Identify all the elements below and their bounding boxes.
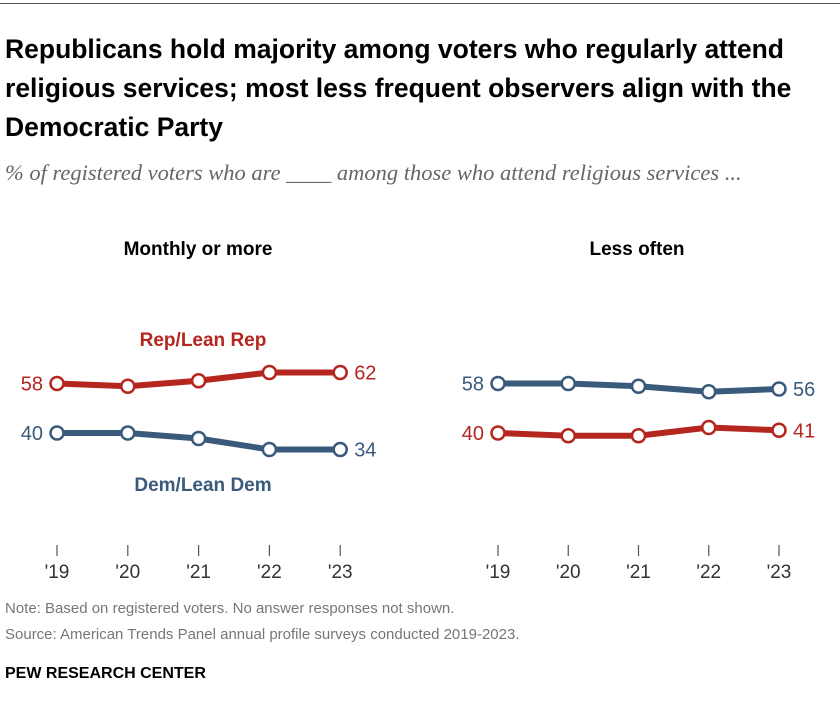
x-tick-label: '19 [486, 562, 511, 583]
data-point [771, 381, 787, 397]
source: Source: American Trends Panel annual pro… [5, 626, 520, 643]
x-tick-label: '22 [696, 562, 721, 583]
x-tick-label: '19 [45, 562, 70, 583]
data-label: 34 [354, 440, 376, 462]
panel-title: Monthly or more [124, 239, 273, 260]
x-tick-label: '21 [626, 562, 651, 583]
x-tick-label: '20 [556, 562, 581, 583]
data-label: 40 [21, 423, 43, 445]
data-point [332, 364, 348, 381]
chart-subtitle: % of registered voters who are ____ amon… [5, 160, 742, 185]
data-label: 56 [793, 379, 815, 401]
data-point [490, 375, 506, 392]
data-label: 62 [354, 363, 376, 385]
data-point [261, 364, 278, 381]
series-label: Dem/Lean Dem [134, 475, 271, 496]
x-tick-label: '20 [115, 562, 140, 583]
panel-title: Less often [589, 239, 684, 260]
x-tick-label: '22 [257, 562, 282, 583]
data-point [560, 428, 576, 444]
data-point [49, 375, 65, 392]
data-point [490, 425, 506, 441]
data-label: 58 [21, 374, 43, 396]
data-point [630, 378, 647, 394]
data-point [261, 441, 278, 458]
x-tick-label: '21 [186, 562, 211, 583]
data-point [120, 425, 136, 441]
data-label: 41 [793, 420, 815, 442]
data-point [120, 378, 136, 394]
data-point [560, 375, 576, 392]
pew-logo: PEW RESEARCH CENTER [5, 665, 206, 682]
data-point [190, 430, 207, 447]
data-point [630, 428, 647, 444]
data-point [332, 441, 348, 458]
chart-title: Republicans hold majority among voters w… [5, 34, 792, 142]
top-rule [0, 3, 840, 4]
data-point [190, 373, 207, 389]
x-tick-label: '23 [328, 562, 353, 583]
data-point [771, 422, 787, 438]
x-tick-label: '23 [767, 562, 792, 583]
data-point [701, 419, 717, 436]
data-point [701, 384, 717, 400]
note: Note: Based on registered voters. No ans… [5, 600, 455, 617]
data-point [49, 425, 65, 441]
data-label: 40 [462, 423, 484, 445]
series-label: Rep/Lean Rep [140, 330, 267, 351]
data-label: 58 [462, 374, 484, 396]
